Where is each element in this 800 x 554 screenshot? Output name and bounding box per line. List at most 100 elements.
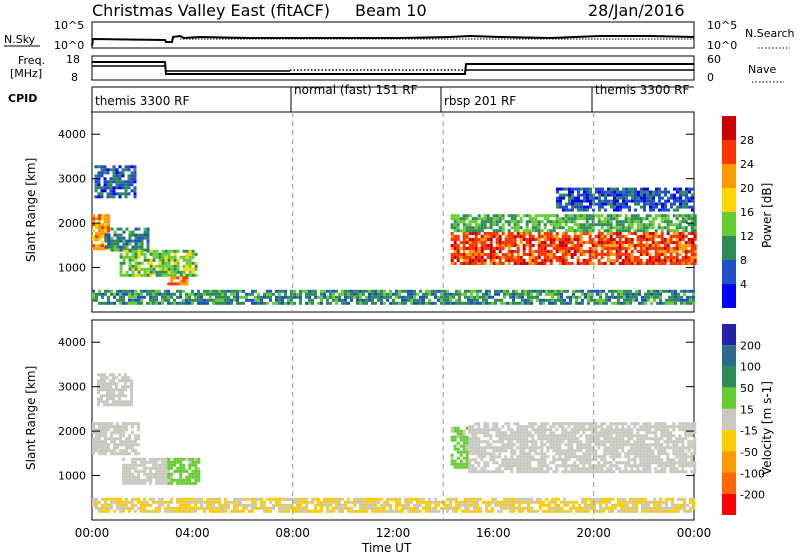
heatmap-cell — [167, 301, 170, 305]
heatmap-cell — [122, 239, 126, 243]
heatmap-cell — [690, 256, 694, 259]
heatmap-cell — [164, 481, 168, 485]
heatmap-cell — [516, 214, 520, 218]
heatmap-cell — [471, 434, 475, 438]
heatmap-cell — [627, 223, 631, 227]
heatmap-cell — [462, 247, 466, 250]
heatmap-cell — [462, 244, 466, 247]
heatmap-cell — [134, 292, 137, 296]
heatmap-cell — [573, 455, 577, 459]
heatmap-cell — [587, 497, 590, 501]
heatmap-cell — [115, 186, 119, 190]
heatmap-cell — [606, 446, 610, 450]
heatmap-cell — [179, 457, 183, 461]
heatmap-cell — [480, 250, 484, 253]
heatmap-cell — [116, 242, 120, 246]
heatmap-cell — [125, 289, 128, 293]
heatmap-cell — [654, 455, 658, 459]
heatmap-cell — [597, 434, 601, 438]
heatmap-cell — [549, 446, 553, 450]
heatmap-cell — [624, 220, 628, 224]
heatmap-cell — [632, 292, 635, 296]
heatmap-cell — [152, 298, 155, 302]
heatmap-cell — [573, 235, 577, 238]
heatmap-cell — [639, 262, 643, 265]
heatmap-cell — [446, 289, 449, 293]
heatmap-cell — [688, 190, 691, 194]
heatmap-cell — [164, 469, 168, 473]
heatmap-cell — [618, 244, 622, 247]
heatmap-cell — [639, 464, 643, 468]
heatmap-cell — [567, 443, 571, 447]
heatmap-cell — [692, 289, 695, 293]
heatmap-cell — [326, 289, 329, 293]
heatmap-cell — [101, 241, 104, 245]
heatmap-cell — [687, 214, 691, 218]
heatmap-cell — [518, 509, 521, 513]
heatmap-cell — [97, 397, 100, 401]
heatmap-cell — [236, 292, 239, 296]
heatmap-cell — [606, 220, 610, 224]
heatmap-cell — [573, 220, 577, 224]
heatmap-cell — [459, 253, 463, 256]
heatmap-cell — [465, 456, 469, 460]
heatmap-cell — [604, 202, 607, 206]
heatmap-cell — [675, 253, 679, 256]
heatmap-cell — [314, 497, 317, 501]
heatmap-cell — [176, 457, 180, 461]
heatmap-cell — [161, 295, 164, 299]
heatmap-cell — [452, 506, 455, 510]
heatmap-cell — [654, 440, 658, 444]
heatmap-cell — [106, 186, 110, 190]
heatmap-cell — [585, 428, 589, 432]
heatmap-cell — [218, 292, 221, 296]
heatmap-cell — [212, 506, 215, 510]
heatmap-cell — [659, 295, 662, 299]
heatmap-cell — [107, 217, 110, 221]
heatmap-cell — [645, 262, 649, 265]
heatmap-cell — [618, 443, 622, 447]
heatmap-cell — [656, 509, 659, 513]
heatmap-cell — [631, 196, 634, 200]
heatmap-cell — [573, 464, 577, 468]
heatmap-cell — [209, 497, 212, 501]
heatmap-cell — [161, 463, 165, 467]
heatmap-cell — [467, 506, 470, 510]
heatmap-cell — [266, 295, 269, 299]
heatmap-cell — [483, 464, 487, 468]
heatmap-cell — [534, 428, 538, 432]
heatmap-cell — [164, 506, 167, 510]
heatmap-cell — [609, 232, 613, 235]
heatmap-cell — [483, 217, 487, 221]
heatmap-cell — [109, 192, 113, 196]
heatmap-cell — [143, 255, 147, 259]
heatmap-cell — [522, 428, 526, 432]
cpid-segment-2: normal (fast) 151 RF — [294, 83, 418, 97]
heatmap-cell — [483, 241, 487, 244]
heatmap-cell — [489, 217, 493, 221]
heatmap-cell — [678, 226, 682, 230]
heatmap-cell — [107, 229, 110, 233]
heatmap-cell — [539, 301, 542, 305]
heatmap-cell — [456, 450, 460, 454]
heatmap-cell — [320, 509, 323, 513]
heatmap-cell — [362, 506, 365, 510]
heatmap-cell — [597, 470, 601, 474]
heatmap-cell — [371, 500, 374, 504]
heatmap-cell — [461, 292, 464, 296]
heatmap-cell — [182, 267, 186, 271]
heatmap-cell — [489, 247, 493, 250]
heatmap-cell — [338, 506, 341, 510]
heatmap-cell — [170, 497, 173, 501]
heatmap-cell — [669, 431, 673, 435]
heatmap-cell — [450, 223, 454, 227]
heatmap-cell — [121, 385, 124, 389]
heatmap-cell — [654, 247, 658, 250]
heatmap-cell — [124, 165, 128, 169]
heatmap-cell — [657, 247, 661, 250]
heatmap-cell — [480, 470, 484, 474]
heatmap-cell — [549, 232, 553, 235]
heatmap-cell — [639, 455, 643, 459]
heatmap-cell — [681, 262, 685, 265]
heatmap-cell — [651, 235, 655, 238]
